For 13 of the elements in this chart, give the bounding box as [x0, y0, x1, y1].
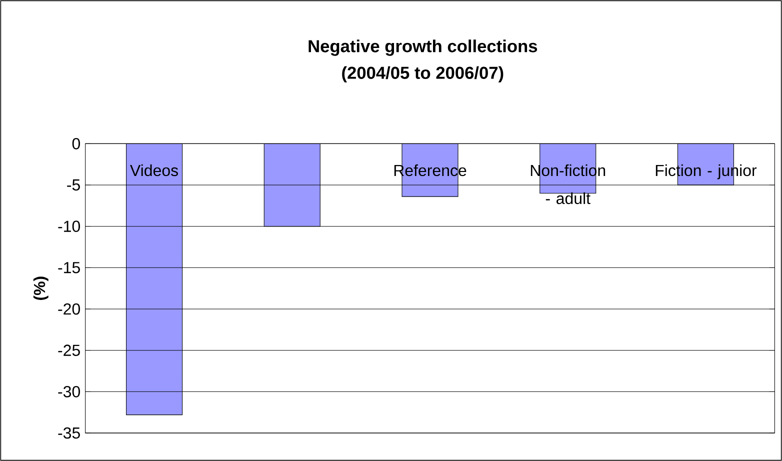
y-tick-label: -30 [58, 386, 80, 398]
y-tick-label: -35 [58, 427, 80, 439]
chart-subtitle: (2004/05 to 2006/07) [342, 66, 504, 82]
chart-title: Negative growth collections [308, 40, 538, 56]
y-tick-label: -10 [58, 220, 80, 232]
y-tick-label: -25 [58, 344, 80, 356]
y-tick-label: -20 [58, 303, 80, 315]
x-tick-label: Videos [130, 164, 178, 176]
y-tick-label: 0 [72, 138, 80, 150]
x-tick-label: Reference [394, 164, 466, 176]
y-tick-label: -15 [58, 262, 80, 274]
y-axis-title: (%) [33, 276, 48, 300]
y-tick-label: -5 [67, 179, 80, 191]
